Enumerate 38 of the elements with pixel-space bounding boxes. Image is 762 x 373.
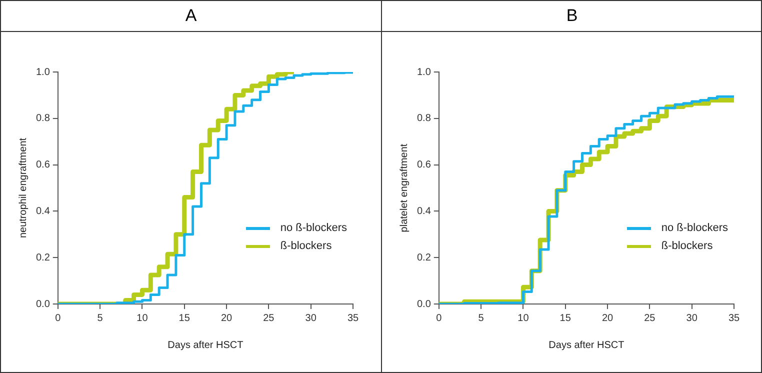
y-axis-title: neutrophil engraftment: [18, 138, 29, 238]
y-tick-label: 0.6: [416, 160, 432, 171]
y-tick-label: 0.2: [36, 252, 50, 264]
x-axis-title: Days after HSCT: [548, 340, 624, 351]
y-tick-label: 1.0: [36, 66, 50, 78]
x-tick-label: 20: [220, 312, 233, 324]
chart-title: B: [382, 1, 762, 32]
x-tick-label: 25: [263, 312, 275, 324]
y-tick-label: 0.0: [36, 298, 50, 310]
x-tick-label: 10: [518, 312, 530, 324]
legend-label: ß-blockers: [280, 240, 332, 252]
x-tick-label: 20: [602, 312, 614, 324]
x-tick-label: 5: [97, 312, 104, 324]
x-tick-label: 0: [55, 312, 62, 324]
x-tick-label: 15: [178, 312, 190, 324]
y-tick-label: 0.6: [36, 160, 50, 171]
x-tick-label: 5: [478, 312, 484, 324]
y-tick-label: 0.0: [416, 298, 432, 310]
x-tick-label: 35: [728, 312, 740, 324]
y-tick-label: 0.8: [36, 113, 50, 124]
x-tick-label: 25: [644, 312, 656, 324]
y-tick-label: 0.8: [416, 113, 432, 124]
legend-label: no ß-blockers: [280, 222, 347, 234]
x-tick-label: 0: [436, 312, 442, 324]
y-tick-label: 0.4: [36, 206, 50, 217]
x-tick-label: 35: [347, 312, 359, 324]
y-axis-title: platelet engraftment: [398, 144, 410, 232]
x-tick-label: 15: [560, 312, 572, 324]
y-tick-label: 0.4: [416, 206, 432, 217]
x-axis-title: Days after HSCT: [168, 340, 244, 351]
y-tick-label: 1.0: [416, 66, 432, 78]
chart-title: A: [1, 1, 381, 32]
legend-label: ß-blockers: [661, 240, 713, 252]
x-tick-label: 10: [136, 312, 148, 324]
x-tick-label: 30: [686, 312, 698, 324]
legend-label: no ß-blockers: [661, 222, 728, 234]
y-tick-label: 0.2: [416, 252, 432, 264]
x-tick-label: 30: [305, 312, 317, 324]
